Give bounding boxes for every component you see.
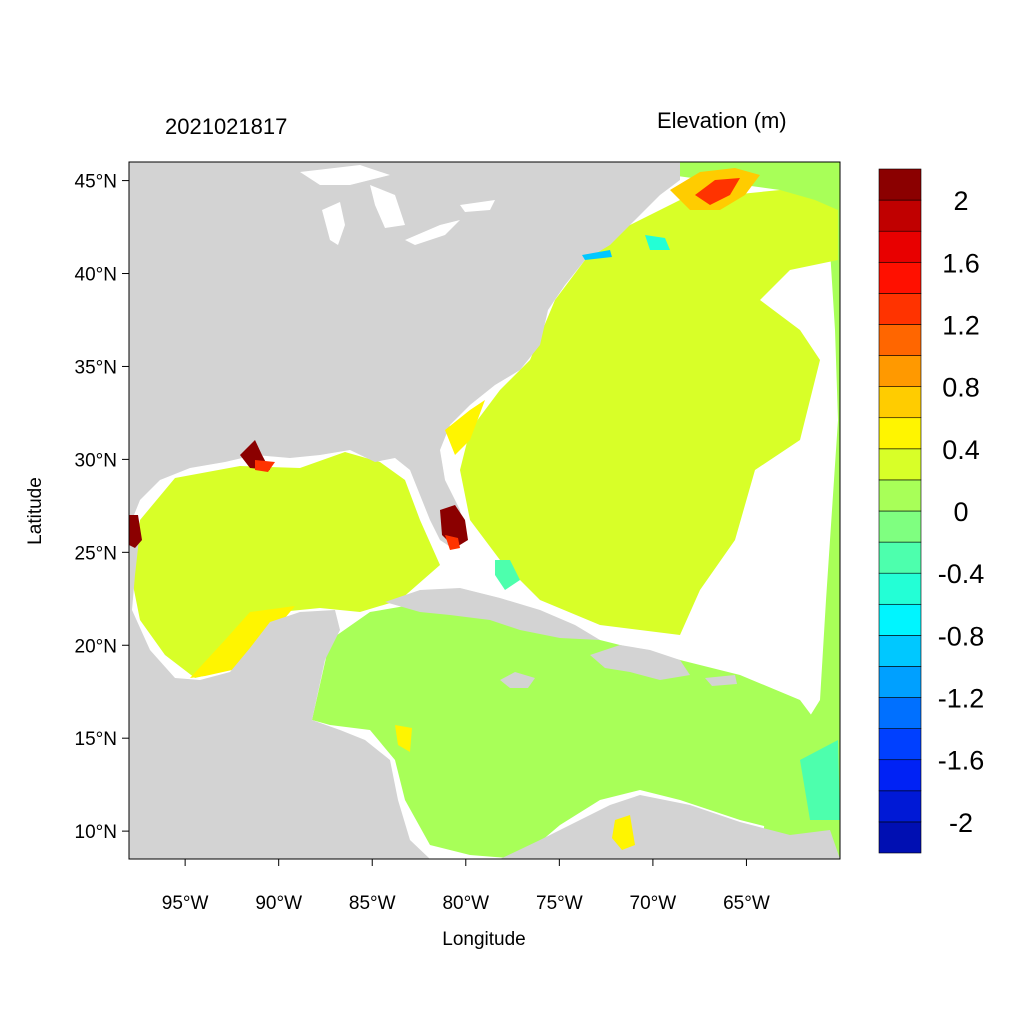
x-tick-label: 85°W — [349, 893, 396, 914]
x-axis: 95°W 90°W 85°W 80°W 75°W 70°W 65°W — [162, 859, 770, 914]
y-tick-label: 15°N — [75, 729, 117, 750]
colorbar-label: -0.8 — [938, 621, 985, 651]
colorbar-swatch — [878, 821, 922, 854]
florida-keys-surge-mid — [445, 535, 460, 550]
colorbar-label: 1.2 — [942, 310, 980, 340]
colorbar-swatch — [878, 199, 922, 232]
x-tick-label: 70°W — [630, 893, 677, 914]
colorbar-swatch — [878, 355, 922, 387]
land-south-america — [500, 795, 840, 859]
colorbar-swatch — [878, 324, 922, 356]
long-island-negative — [582, 250, 612, 260]
colorbar-swatch — [878, 635, 922, 667]
lesser-antilles-negative — [800, 740, 840, 820]
y-tick-label: 35°N — [75, 357, 117, 378]
lake-michigan — [322, 202, 345, 245]
colorbar-swatch — [878, 790, 922, 823]
y-axis-label: Latitude — [25, 477, 46, 545]
colorbar-swatch — [878, 168, 922, 201]
colorbar-swatch — [878, 728, 922, 761]
colorbar-swatch — [878, 603, 922, 636]
colorbar-swatch — [878, 759, 922, 792]
texas-coast-surge — [129, 515, 142, 548]
timestamp-label: 2021021817 — [165, 114, 287, 139]
colorbar-label: 0 — [953, 497, 968, 527]
colorbar-swatch — [878, 666, 922, 698]
gulf-of-mexico-field — [132, 452, 440, 678]
colorbar-swatch — [878, 386, 922, 419]
colorbar-swatch — [878, 479, 922, 512]
colorbar: 2 1.6 1.2 0.8 0.4 0 -0.4 -0.8 -1.2 -1.6 -2 — [878, 168, 985, 854]
land-cuba — [385, 588, 600, 640]
georgia-coast-shelf-high — [445, 400, 485, 455]
lake-erie — [405, 220, 460, 245]
bahamas-negative — [495, 560, 520, 590]
lake-maracaibo-high — [612, 815, 635, 850]
x-tick-label: 90°W — [255, 893, 302, 914]
colorbar-swatch — [878, 697, 922, 729]
lake-ontario — [460, 200, 495, 212]
colorbar-swatch — [878, 541, 922, 574]
colorbar-swatch — [878, 261, 922, 294]
y-tick-label: 40°N — [75, 265, 117, 286]
map-panel — [129, 162, 840, 859]
y-tick-label: 45°N — [75, 172, 117, 193]
x-tick-label: 65°W — [723, 893, 770, 914]
atlantic-main-field — [460, 190, 838, 635]
colorbar-swatch — [878, 572, 922, 605]
map-title: Elevation (m) — [657, 108, 787, 133]
land-puerto-rico — [705, 675, 737, 686]
y-axis: 45°N 40°N 35°N 30°N 25°N 20°N 15°N 10°N — [75, 172, 129, 843]
new-england-negative — [645, 235, 670, 250]
colorbar-label: 0.4 — [942, 435, 980, 465]
y-tick-label: 30°N — [75, 450, 117, 471]
land-north-america — [129, 162, 680, 548]
colorbar-swatch — [878, 417, 922, 450]
gulf-coast-surge-mid — [255, 460, 275, 472]
x-tick-label: 80°W — [442, 893, 489, 914]
x-tick-label: 95°W — [162, 893, 209, 914]
lake-huron — [370, 185, 405, 228]
colorbar-label: -2 — [949, 808, 973, 838]
colorbar-label: -0.4 — [938, 559, 985, 589]
colorbar-label: 0.8 — [942, 373, 980, 403]
y-tick-label: 25°N — [75, 543, 117, 564]
y-tick-label: 10°N — [75, 822, 117, 843]
x-tick-label: 75°W — [536, 893, 583, 914]
colorbar-label: 1.6 — [942, 248, 980, 278]
map-frame — [128, 161, 841, 860]
colorbar-label: -1.2 — [938, 684, 985, 714]
honduras-coast-high — [395, 725, 412, 752]
colorbar-swatch — [878, 510, 922, 543]
caribbean-field — [312, 600, 835, 859]
colorbar-swatch — [878, 293, 922, 325]
land-hispaniola — [590, 645, 690, 680]
land-jamaica — [500, 672, 535, 688]
colorbar-label: 2 — [953, 186, 968, 216]
colorbar-swatch — [878, 448, 922, 481]
gulf-of-maine-higher — [695, 178, 740, 205]
x-axis-label: Longitude — [442, 929, 525, 950]
land-mexico-central-america — [129, 520, 430, 859]
lake-superior — [300, 165, 390, 185]
colorbar-swatch — [878, 230, 922, 263]
colorbar-label: -1.6 — [938, 746, 985, 776]
y-tick-label: 20°N — [75, 636, 117, 657]
